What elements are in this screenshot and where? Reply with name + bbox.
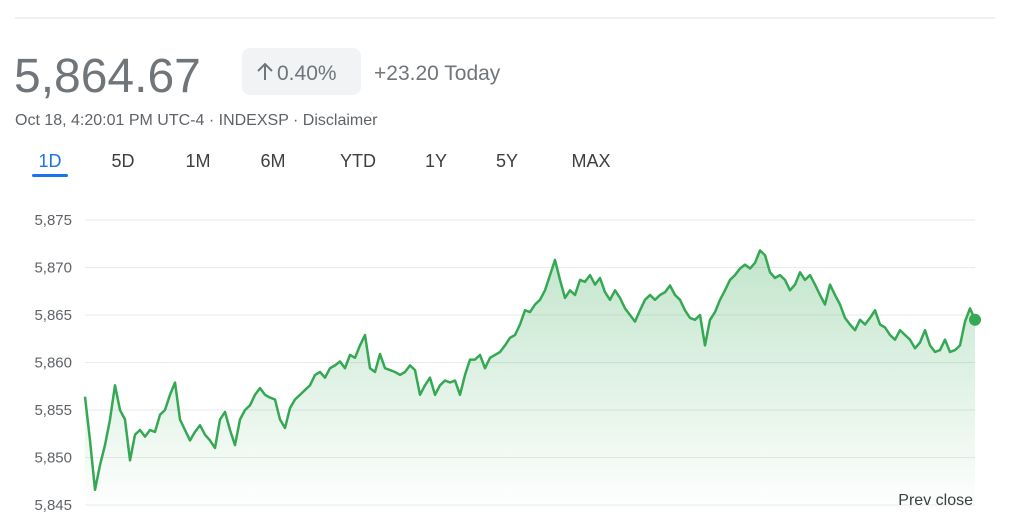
tab-indicator: [32, 174, 68, 177]
current-point: [969, 313, 981, 326]
tab[interactable]: 5D: [111, 151, 134, 171]
tab[interactable]: 1Y: [425, 151, 447, 171]
price: 5,864.67: [14, 50, 201, 103]
tab[interactable]: 1M: [185, 151, 210, 171]
y-tick-label: 5,850: [34, 450, 72, 467]
tab[interactable]: MAX: [571, 151, 610, 171]
y-tick-label: 5,855: [34, 402, 72, 419]
change-percent: 0.40%: [277, 62, 337, 85]
y-tick-label: 5,860: [34, 355, 72, 372]
arrow-up-icon: [257, 62, 273, 80]
y-tick-label: 5,870: [34, 260, 72, 277]
meta: Oct 18, 4:20:01 PM UTC-4 · INDEXSP · Dis…: [15, 112, 378, 129]
line: [83, 249, 977, 492]
tab[interactable]: 1D: [38, 151, 61, 171]
y-tick-label: 5,875: [34, 212, 72, 229]
y-tick-label: 5,865: [34, 307, 72, 324]
tab[interactable]: 6M: [260, 151, 285, 171]
area: [85, 250, 975, 512]
y-tick-label: 5,845: [34, 497, 72, 512]
change-absolute: +23.20 Today: [374, 62, 501, 85]
tabs: 1D 5D 1M 6M YTD 1Y 5Y MAX: [32, 151, 611, 177]
tab[interactable]: 5Y: [496, 151, 518, 171]
annotation: Prev close: [898, 492, 973, 509]
change-badge: [242, 48, 361, 95]
tab[interactable]: YTD: [340, 151, 376, 171]
chart: 5,845 5,850 5,855 5,860 5,865 5,870 5,875 Prev …: [34, 212, 981, 512]
